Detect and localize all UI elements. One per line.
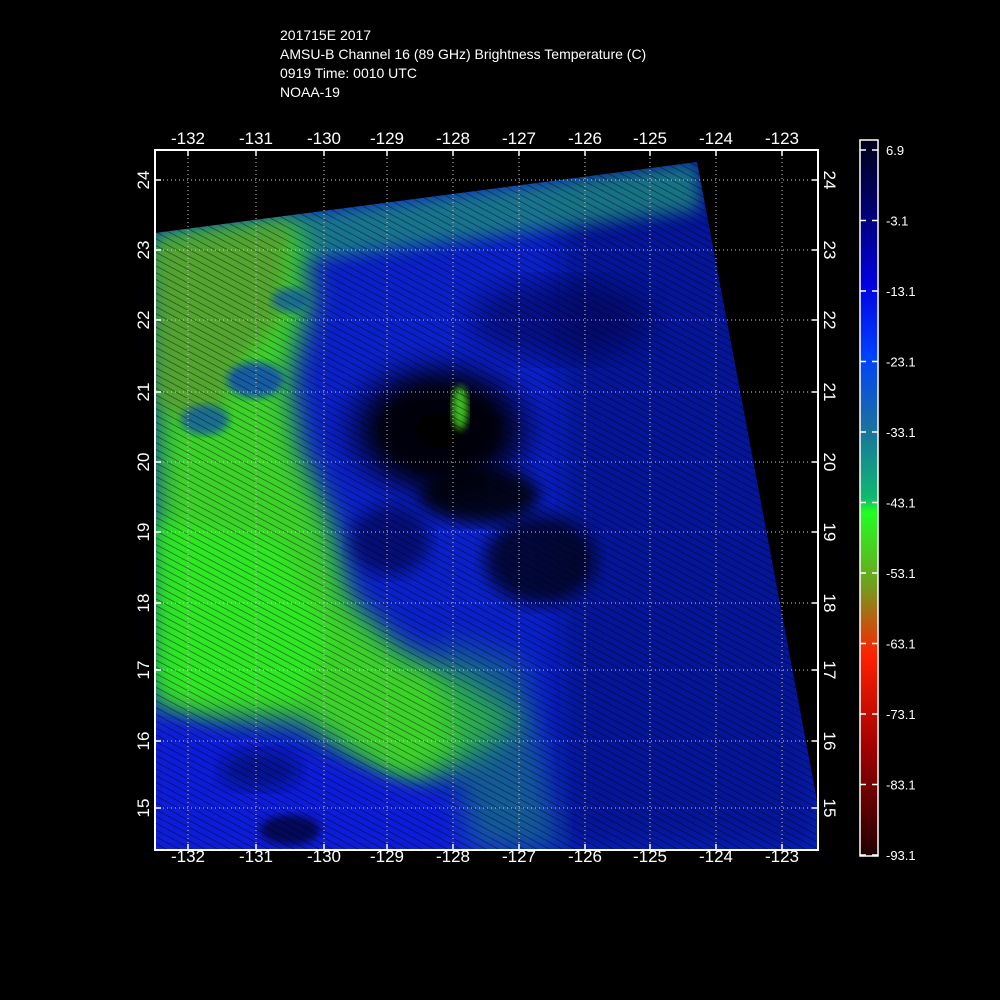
latitude-label: 18 — [134, 594, 153, 613]
longitude-label: -128 — [436, 129, 470, 148]
longitude-label: -130 — [307, 129, 341, 148]
latitude-label: 22 — [820, 311, 839, 330]
longitude-label: -125 — [633, 847, 667, 866]
map-gridlines — [155, 150, 818, 850]
map-frame — [154, 149, 819, 851]
longitude-label: -124 — [699, 129, 733, 148]
time-line: 0919 Time: 0010 UTC — [280, 65, 417, 81]
colorbar-labels: 6.9 -3.1 -13.1 -23.1 -33.1 -43.1 -53.1 -63.1 -73… — [860, 143, 916, 863]
colorbar-label: -13.1 — [886, 284, 916, 299]
product-title-line: AMSU-B Channel 16 (89 GHz) Brightness Te… — [280, 46, 647, 62]
latitude-label: 20 — [134, 453, 153, 472]
latitude-label: 19 — [820, 523, 839, 542]
longitude-label: -126 — [568, 847, 602, 866]
longitude-label: -129 — [370, 847, 404, 866]
colorbar-label: -3.1 — [886, 214, 908, 229]
latitude-label: 22 — [134, 311, 153, 330]
longitude-label: -131 — [239, 847, 273, 866]
colorbar-label: -53.1 — [886, 566, 916, 581]
colorbar-label: -23.1 — [886, 355, 916, 370]
colorbar-label: -93.1 — [886, 848, 916, 863]
longitude-label: -131 — [239, 129, 273, 148]
longitude-label: -127 — [502, 129, 536, 148]
latitude-label: 21 — [134, 383, 153, 402]
latitude-label: 17 — [134, 661, 153, 680]
latitude-labels-left: 24 23 22 21 20 19 18 17 16 15 — [134, 171, 161, 818]
longitude-labels-top: -132 -131 -130 -129 -128 -127 -126 -125 -124 -123 — [171, 129, 799, 156]
latitude-labels-right: 24 23 22 21 20 19 18 17 16 15 — [812, 171, 839, 818]
longitude-label: -129 — [370, 129, 404, 148]
latitude-label: 24 — [134, 171, 153, 190]
longitude-label: -127 — [502, 847, 536, 866]
latitude-label: 20 — [820, 453, 839, 472]
satellite-line: NOAA-19 — [280, 84, 340, 100]
longitude-label: -126 — [568, 129, 602, 148]
colorbar — [859, 139, 879, 857]
longitude-label: -128 — [436, 847, 470, 866]
colorbar-label: 6.9 — [886, 143, 904, 158]
latitude-label: 23 — [134, 241, 153, 260]
colorbar-label: -33.1 — [886, 425, 916, 440]
latitude-label: 18 — [820, 594, 839, 613]
title-block: 201715E 2017 AMSU-B Channel 16 (89 GHz) … — [280, 26, 646, 102]
latitude-label: 16 — [820, 732, 839, 751]
swath-imagery — [155, 162, 818, 850]
longitude-label: -123 — [765, 129, 799, 148]
longitude-label: -132 — [171, 847, 205, 866]
longitude-labels-bottom: -132 -131 -130 -129 -128 -127 -126 -125 -124 -123 — [171, 844, 799, 866]
latitude-label: 17 — [820, 661, 839, 680]
colorbar-label: -83.1 — [886, 778, 916, 793]
longitude-label: -124 — [699, 847, 733, 866]
latitude-label: 15 — [134, 799, 153, 818]
longitude-label: -130 — [307, 847, 341, 866]
colorbar-label: -43.1 — [886, 496, 916, 511]
latitude-label: 15 — [820, 799, 839, 818]
longitude-label: -123 — [765, 847, 799, 866]
latitude-label: 21 — [820, 383, 839, 402]
longitude-label: -125 — [633, 129, 667, 148]
latitude-label: 19 — [134, 523, 153, 542]
latitude-label: 23 — [820, 241, 839, 260]
latitude-label: 16 — [134, 732, 153, 751]
latitude-label: 24 — [820, 171, 839, 190]
colorbar-label: -73.1 — [886, 707, 916, 722]
storm-id-line: 201715E 2017 — [280, 27, 372, 43]
colorbar-label: -63.1 — [886, 637, 916, 652]
longitude-label: -132 — [171, 129, 205, 148]
